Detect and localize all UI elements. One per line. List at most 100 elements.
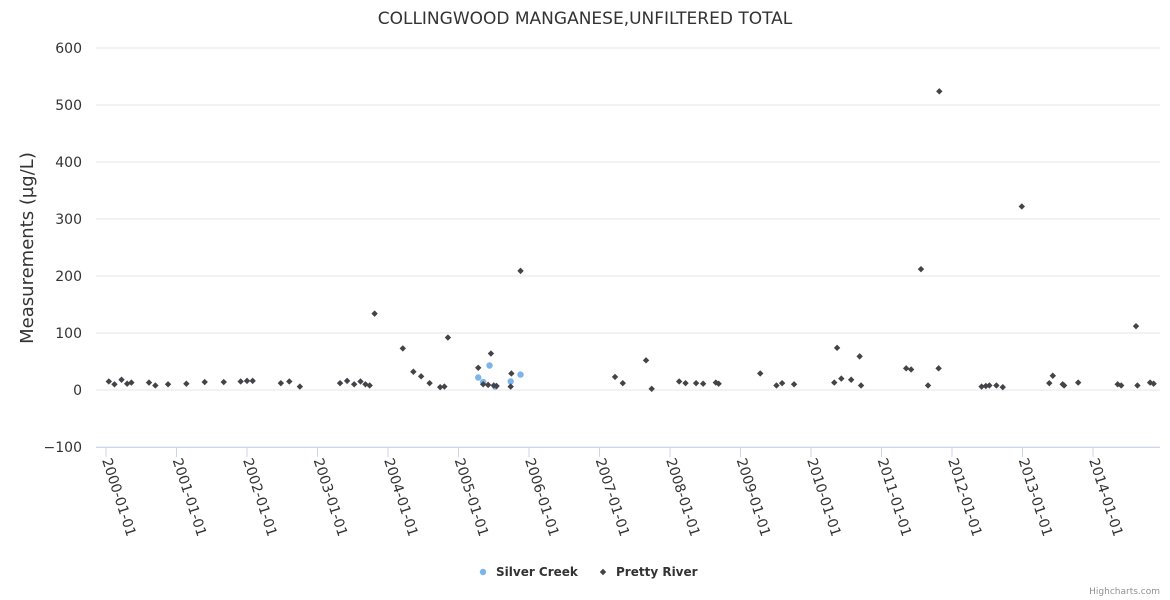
data-point[interactable]	[237, 378, 244, 385]
data-series	[105, 88, 1157, 393]
y-axis-label: Measurements (µg/L)	[17, 152, 38, 344]
data-point[interactable]	[493, 382, 500, 390]
data-point[interactable]	[111, 381, 118, 388]
data-point[interactable]	[917, 265, 925, 273]
data-point[interactable]	[1060, 382, 1068, 389]
data-point[interactable]	[833, 344, 841, 352]
data-point[interactable]	[847, 376, 855, 383]
gridlines	[96, 47, 1160, 448]
data-point[interactable]	[935, 365, 942, 372]
data-point[interactable]	[479, 381, 487, 388]
data-point[interactable]	[757, 370, 764, 377]
data-point[interactable]	[648, 385, 655, 393]
data-point[interactable]	[682, 379, 689, 387]
y-tick-label: 400	[55, 155, 82, 171]
data-point[interactable]	[508, 370, 515, 377]
data-point[interactable]	[619, 379, 626, 387]
data-point[interactable]	[831, 379, 838, 386]
data-point[interactable]	[507, 378, 514, 385]
data-point[interactable]	[712, 379, 720, 386]
data-point[interactable]	[357, 378, 364, 385]
data-point[interactable]	[201, 378, 208, 386]
data-point[interactable]	[152, 382, 159, 389]
data-point[interactable]	[366, 382, 373, 389]
data-point[interactable]	[1118, 382, 1125, 389]
data-point[interactable]	[277, 379, 285, 387]
data-point[interactable]	[924, 382, 932, 389]
data-point[interactable]	[773, 382, 780, 389]
data-point[interactable]	[436, 383, 444, 391]
data-point[interactable]	[371, 310, 378, 317]
data-point[interactable]	[249, 377, 256, 385]
data-point[interactable]	[936, 88, 943, 95]
data-point[interactable]	[699, 380, 707, 387]
data-point[interactable]	[183, 380, 190, 387]
data-point[interactable]	[857, 382, 865, 389]
data-point[interactable]	[986, 382, 993, 389]
data-point[interactable]	[475, 364, 482, 371]
data-point[interactable]	[993, 382, 1000, 389]
y-tick-label: 100	[55, 326, 82, 342]
data-point[interactable]	[517, 371, 524, 378]
data-point[interactable]	[517, 267, 524, 275]
y-tick-label: −100	[44, 440, 82, 456]
data-point[interactable]	[907, 366, 915, 373]
data-point[interactable]	[145, 379, 153, 386]
data-point[interactable]	[220, 378, 227, 386]
data-point[interactable]	[902, 365, 910, 372]
data-point[interactable]	[350, 381, 358, 388]
chart-title: COLLINGWOOD MANGANESE,UNFILTERED TOTAL	[378, 9, 793, 29]
legend: Silver Creek Pretty River	[479, 565, 698, 579]
data-point[interactable]	[426, 379, 433, 387]
data-point[interactable]	[164, 381, 172, 388]
data-point[interactable]	[343, 377, 351, 385]
data-point[interactable]	[486, 362, 493, 369]
y-tick-label: 200	[55, 269, 82, 285]
data-point[interactable]	[856, 353, 863, 360]
data-point[interactable]	[296, 383, 304, 390]
data-point[interactable]	[118, 376, 125, 383]
y-tick-label: 500	[55, 98, 82, 114]
data-point[interactable]	[642, 357, 650, 364]
data-point[interactable]	[838, 375, 845, 382]
legend-label: Silver Creek	[496, 565, 579, 579]
data-point[interactable]	[790, 381, 798, 388]
data-point[interactable]	[715, 380, 722, 387]
data-point[interactable]	[692, 379, 700, 387]
legend-item-pretty-river[interactable]: Pretty River	[599, 565, 698, 579]
y-tick-label: 600	[55, 41, 82, 57]
data-point[interactable]	[1018, 203, 1025, 210]
data-point[interactable]	[484, 381, 492, 389]
legend-item-silver-creek[interactable]: Silver Creek	[479, 565, 579, 579]
legend-symbol	[479, 568, 487, 576]
data-point[interactable]	[336, 379, 344, 387]
data-point[interactable]	[399, 345, 407, 352]
data-point[interactable]	[1150, 380, 1157, 387]
data-point[interactable]	[417, 373, 425, 380]
data-point[interactable]	[1146, 379, 1154, 386]
data-point[interactable]	[999, 383, 1006, 391]
data-point[interactable]	[286, 378, 293, 385]
data-point[interactable]	[1046, 379, 1053, 387]
data-point[interactable]	[410, 368, 417, 375]
data-point[interactable]	[444, 334, 452, 341]
data-point[interactable]	[978, 383, 985, 390]
credits-link[interactable]: Highcharts.com	[1089, 587, 1160, 597]
data-point[interactable]	[1049, 372, 1057, 379]
data-point[interactable]	[105, 378, 113, 385]
data-point[interactable]	[487, 350, 495, 357]
data-point[interactable]	[475, 374, 482, 381]
data-point[interactable]	[1074, 379, 1082, 386]
data-point[interactable]	[1134, 382, 1141, 389]
data-point[interactable]	[507, 383, 514, 390]
data-point[interactable]	[128, 379, 135, 386]
data-point[interactable]	[778, 379, 786, 387]
data-point[interactable]	[1132, 322, 1140, 330]
data-point[interactable]	[441, 383, 448, 390]
data-point[interactable]	[611, 373, 619, 381]
legend-label: Pretty River	[616, 565, 698, 579]
data-point[interactable]	[675, 378, 683, 385]
data-point[interactable]	[243, 377, 251, 385]
